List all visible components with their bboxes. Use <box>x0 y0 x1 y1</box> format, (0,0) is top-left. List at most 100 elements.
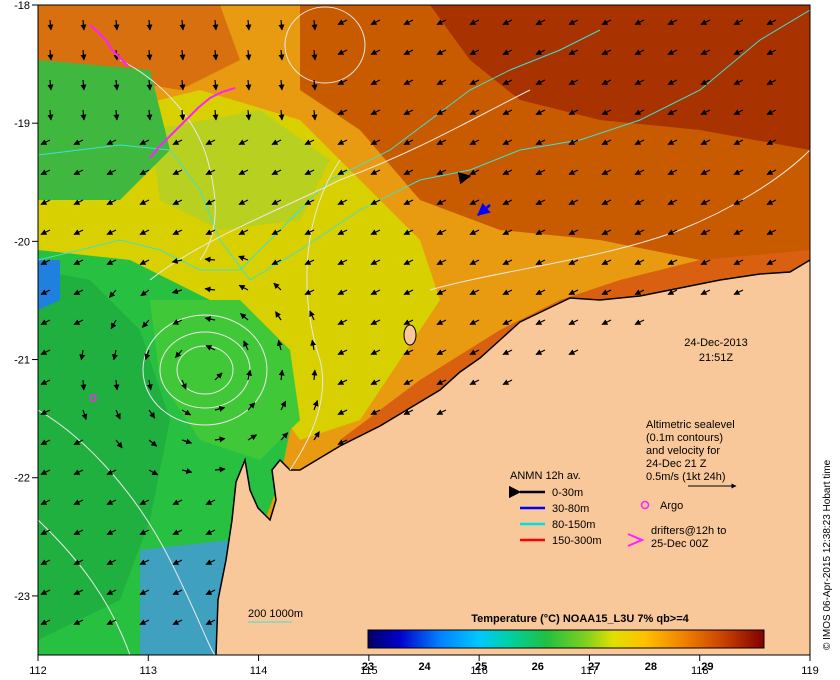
velocity-arrow <box>174 349 183 358</box>
velocity-arrow <box>205 169 216 176</box>
velocity-arrow <box>766 169 777 176</box>
velocity-arrow <box>634 289 645 296</box>
velocity-arrow <box>469 19 480 26</box>
velocity-arrow <box>139 589 150 596</box>
velocity-arrow <box>535 289 546 296</box>
velocity-arrow <box>337 409 348 416</box>
velocity-arrow <box>337 139 348 146</box>
velocity-arrow <box>146 49 153 61</box>
velocity-arrow <box>403 199 414 206</box>
velocity-arrow <box>40 259 51 266</box>
velocity-arrow <box>436 259 447 266</box>
velocity-arrow <box>139 529 150 536</box>
velocity-arrow <box>304 199 315 206</box>
velocity-arrow <box>436 199 447 206</box>
velocity-arrow <box>568 79 579 86</box>
velocity-arrow <box>502 139 513 146</box>
velocity-arrow <box>172 529 183 536</box>
velocity-arrow <box>276 339 283 351</box>
velocity-arrow <box>634 139 645 146</box>
y-tick-label: -18 <box>14 0 30 12</box>
velocity-arrow <box>113 19 120 31</box>
velocity-arrow <box>106 259 117 266</box>
velocity-arrow <box>403 409 414 416</box>
velocity-arrow <box>278 109 285 121</box>
velocity-arrow <box>278 369 285 381</box>
velocity-arrow <box>337 319 348 326</box>
velocity-arrow <box>280 432 289 441</box>
velocity-arrow <box>502 319 513 326</box>
velocity-arrow <box>700 139 711 146</box>
colorbar-tick-label: 26 <box>532 661 544 673</box>
velocity-arrow <box>436 289 447 296</box>
velocity-arrow <box>73 169 84 176</box>
velocity-arrow <box>73 139 84 146</box>
velocity-arrow <box>535 349 546 356</box>
velocity-arrow <box>171 288 183 295</box>
colorbar-tick-label: 27 <box>588 661 600 673</box>
velocity-arrow <box>733 199 744 206</box>
velocity-arrow <box>179 49 186 61</box>
velocity-arrow <box>733 289 744 296</box>
velocity-arrow <box>40 319 51 326</box>
velocity-arrow <box>181 438 193 445</box>
velocity-arrow <box>733 229 744 236</box>
velocity-arrow <box>502 199 513 206</box>
velocity-arrow <box>700 259 711 266</box>
velocity-arrow <box>436 409 447 416</box>
velocity-arrow <box>106 529 117 536</box>
velocity-arrow <box>205 229 216 236</box>
velocity-arrow <box>436 49 447 56</box>
velocity-arrow <box>245 49 252 61</box>
velocity-arrow <box>238 199 249 206</box>
velocity-arrow <box>238 255 249 262</box>
altimetry-line1: Altimetric sealevel <box>646 419 735 431</box>
velocity-arrow <box>311 79 318 91</box>
velocity-arrows <box>40 19 777 626</box>
velocity-arrow <box>275 311 282 321</box>
velocity-arrow <box>205 619 216 626</box>
velocity-arrow <box>278 19 285 31</box>
velocity-arrow <box>40 199 51 206</box>
velocity-arrow <box>304 259 315 266</box>
velocity-arrow <box>73 559 84 566</box>
velocity-arrow <box>40 499 51 506</box>
velocity-arrow <box>304 169 315 176</box>
velocity-arrow <box>172 589 183 596</box>
velocity-arrow <box>40 409 51 416</box>
velocity-arrow <box>106 229 117 236</box>
velocity-arrow <box>139 559 150 566</box>
velocity-arrow <box>337 199 348 206</box>
velocity-arrow <box>148 409 156 419</box>
velocity-arrow <box>436 109 447 116</box>
velocity-arrow <box>568 289 579 296</box>
velocity-arrow <box>634 259 645 266</box>
altimetry-line4: 24-Dec 21 Z <box>646 458 707 470</box>
velocity-arrow <box>700 199 711 206</box>
x-tick-label: 113 <box>140 665 158 677</box>
isobath-label: 200 1000m <box>248 608 303 620</box>
velocity-arrow <box>245 109 252 121</box>
velocity-arrow <box>535 19 546 26</box>
velocity-arrow <box>106 559 117 566</box>
velocity-arrow <box>403 259 414 266</box>
y-tick-label: -19 <box>14 118 30 130</box>
velocity-arrow <box>148 439 158 447</box>
velocity-arrow <box>766 199 777 206</box>
altimetry-line5: 0.5m/s (1kt 24h) <box>646 471 725 483</box>
velocity-arrow <box>73 259 84 266</box>
velocity-arrow <box>337 79 348 86</box>
velocity-arrow <box>634 319 645 326</box>
velocity-arrow <box>370 379 381 386</box>
velocity-arrow <box>40 139 51 146</box>
velocity-arrow <box>113 379 120 391</box>
velocity-arrow <box>403 169 414 176</box>
x-tick-label: 117 <box>581 665 599 677</box>
velocity-arrow <box>469 379 480 386</box>
velocity-arrow <box>601 319 612 326</box>
colorbar <box>367 629 765 649</box>
velocity-arrow <box>214 466 226 473</box>
velocity-arrow <box>205 559 216 566</box>
colorbar-ticks: 23 24 25 26 27 28 29 <box>362 661 714 673</box>
